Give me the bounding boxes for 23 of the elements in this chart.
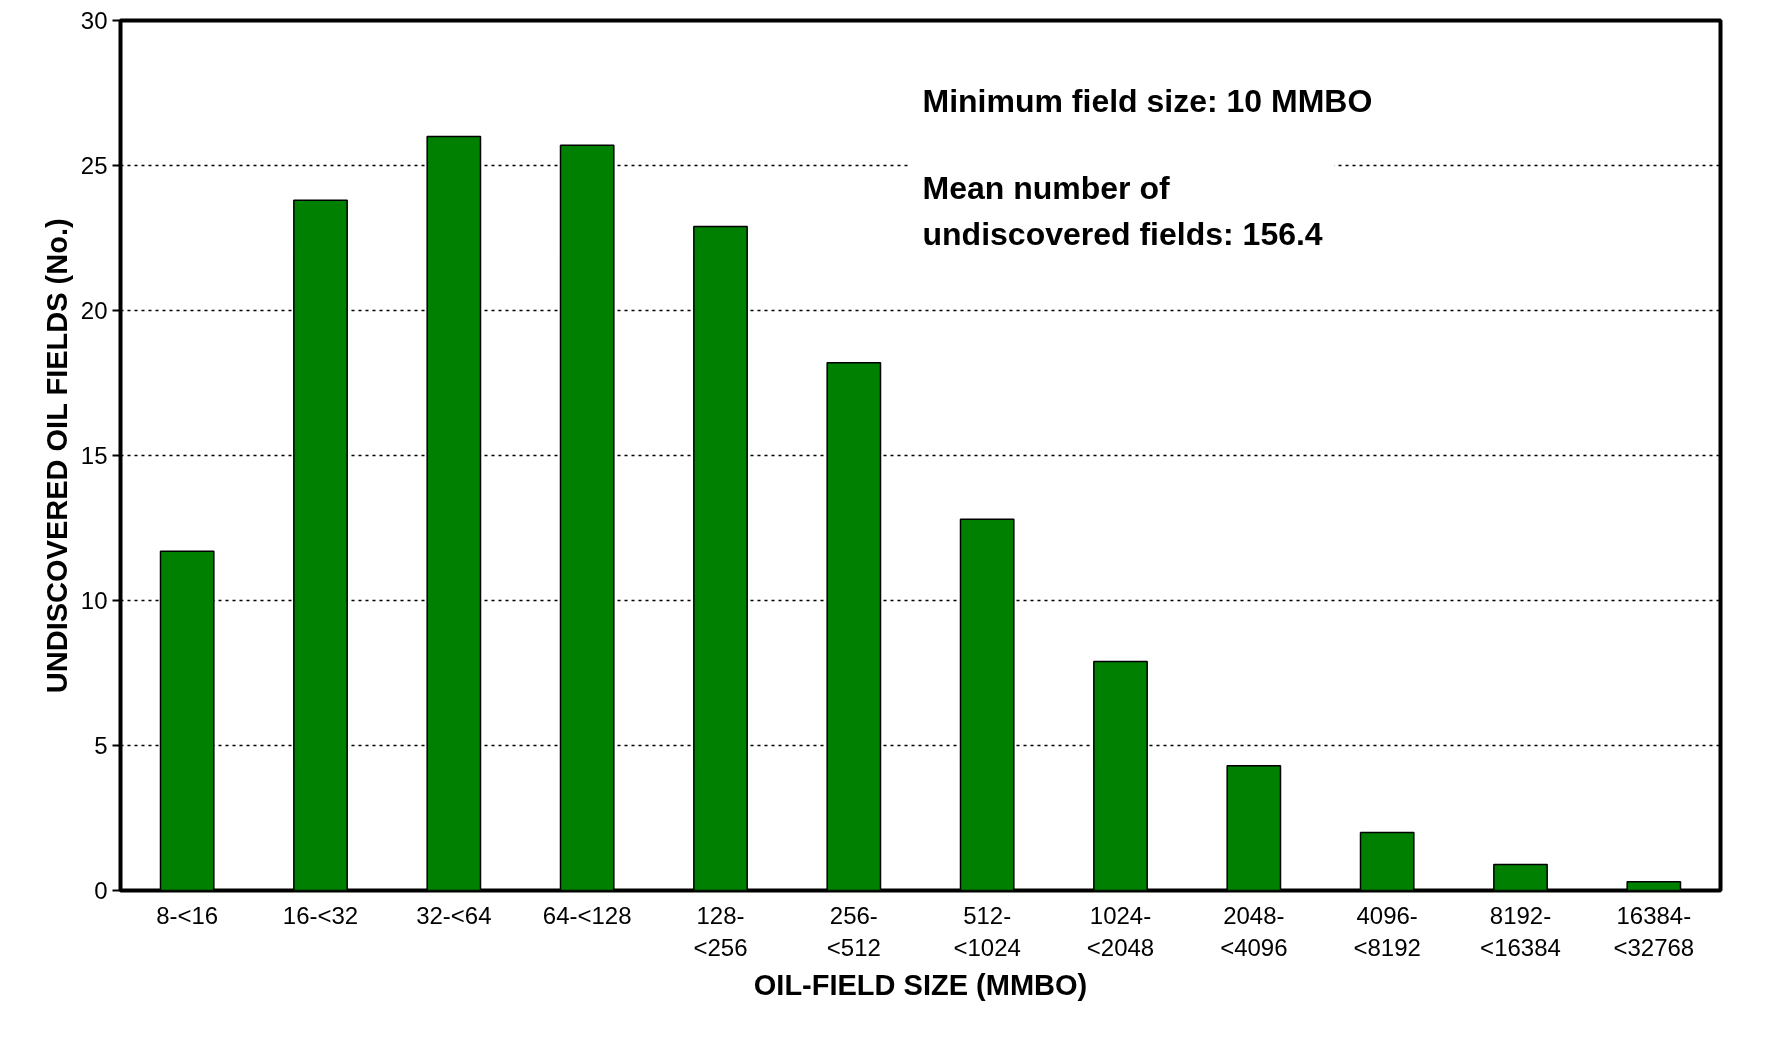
y-tick-label: 30 [80,7,108,34]
y-tick-label: 0 [94,877,108,904]
x-tick-label: 1024-<2048 [1086,901,1155,961]
x-axis-title: OIL-FIELD SIZE (MMBO) [753,968,1088,1001]
y-tick-label: 10 [80,587,108,614]
x-tick-label: 64-<128 [542,901,632,929]
x-tick-label: 256-<512 [826,901,881,961]
y-tick-label: 20 [80,297,108,324]
x-tick-label: 4096-<8192 [1353,901,1421,961]
y-axis-title: UNDISCOVERED OIL FIELDS (No.) [40,218,73,694]
y-tick-label: 5 [94,732,108,759]
y-tick-label: 15 [80,442,108,469]
annotation: Minimum field size: 10 MMBO [922,82,1373,119]
x-tick-label: 512-<1024 [953,901,1021,961]
x-tick-label: 2048-<4096 [1220,901,1288,961]
x-tick-label: 8-<16 [156,901,219,929]
x-tick-label: 16384-<32768 [1613,901,1695,961]
x-tick-label: 8192-<16384 [1480,901,1561,961]
x-tick-label: 128-<256 [693,901,748,961]
x-tick-label: 16-<32 [282,901,359,929]
y-tick-label: 25 [80,152,108,179]
x-tick-label: 32-<64 [416,901,492,929]
annotation: Mean number of undiscovered fields: 156.4 [922,169,1323,253]
